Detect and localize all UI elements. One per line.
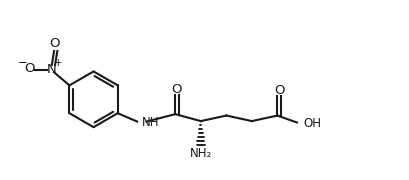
- Text: O: O: [273, 84, 283, 97]
- Text: NH₂: NH₂: [189, 147, 211, 160]
- Text: OH: OH: [302, 117, 320, 130]
- Text: NH: NH: [142, 116, 159, 129]
- Text: N: N: [47, 63, 56, 76]
- Text: −: −: [18, 56, 28, 69]
- Text: O: O: [49, 37, 59, 50]
- Text: O: O: [171, 83, 182, 96]
- Text: +: +: [54, 58, 63, 68]
- Text: O: O: [24, 62, 35, 75]
